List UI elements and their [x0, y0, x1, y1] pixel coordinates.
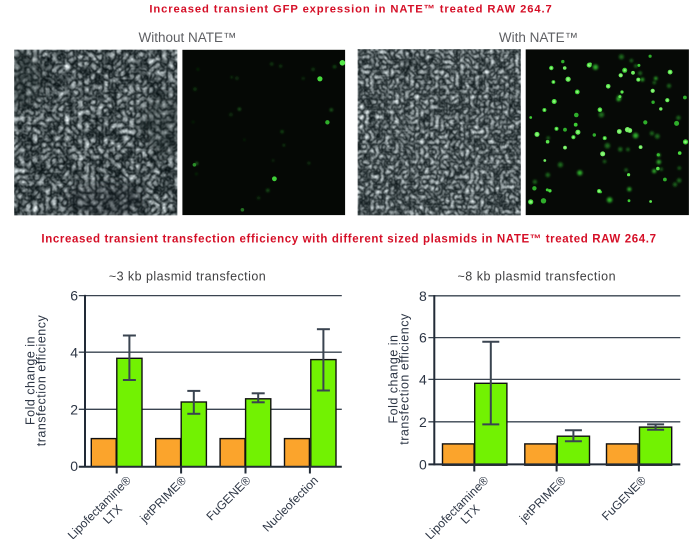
svg-text:Increased transient GFP expres: Increased transient GFP expression in NA…: [149, 4, 552, 16]
svg-text:Lipofectamine®LTX: Lipofectamine®LTX: [65, 473, 144, 539]
svg-text:FuGENE®: FuGENE®: [204, 473, 254, 523]
svg-text:0: 0: [419, 457, 427, 473]
svg-text:0: 0: [70, 458, 78, 474]
svg-text:Lipofectamine®LTX: Lipofectamine®LTX: [422, 473, 501, 539]
svg-text:Fold change intransfection eff: Fold change intransfection efficiency: [387, 313, 412, 445]
svg-text:jetPRIME®: jetPRIME®: [516, 473, 569, 526]
svg-text:Increased transient transfecti: Increased transient transfection efficie…: [41, 233, 656, 245]
svg-text:Without NATE™: Without NATE™: [138, 30, 236, 45]
svg-text:4: 4: [419, 372, 427, 388]
svg-text:Nucleofection: Nucleofection: [260, 473, 321, 534]
svg-text:With NATE™: With NATE™: [499, 30, 578, 45]
svg-text:6: 6: [70, 288, 78, 304]
svg-text:~3 kb plasmid transfection: ~3 kb plasmid transfection: [109, 270, 266, 284]
svg-text:2: 2: [70, 401, 78, 417]
svg-text:~8 kb plasmid transfection: ~8 kb plasmid transfection: [458, 270, 617, 284]
svg-text:8: 8: [419, 288, 427, 304]
svg-text:Fold change intransfection eff: Fold change intransfection efficiency: [24, 315, 49, 447]
svg-text:jetPRIME®: jetPRIME®: [137, 473, 190, 526]
svg-text:2: 2: [419, 414, 427, 430]
svg-text:6: 6: [419, 330, 427, 346]
svg-text:FuGENE®: FuGENE®: [599, 473, 649, 523]
svg-text:4: 4: [70, 344, 78, 360]
